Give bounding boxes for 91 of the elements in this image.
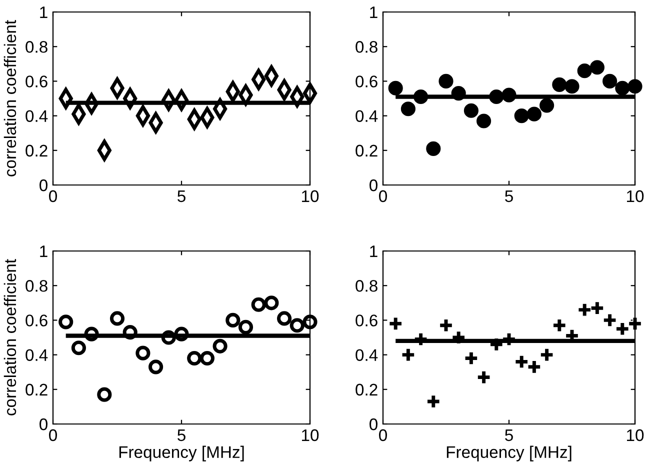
y-tick-label: 0.4 (356, 110, 378, 122)
point (290, 318, 304, 333)
point (514, 108, 529, 124)
point (187, 350, 202, 366)
point (602, 74, 618, 88)
point (540, 348, 554, 362)
point (438, 74, 454, 88)
point (577, 64, 592, 78)
point (400, 102, 416, 116)
point (464, 352, 478, 365)
point (136, 346, 150, 360)
point (515, 355, 528, 368)
y-tick-label: 1 (370, 6, 378, 18)
point (590, 301, 604, 315)
x-tick-label: 0 (49, 190, 57, 202)
y-tick-label: 1 (370, 246, 378, 258)
y-tick-label: 1 (40, 246, 48, 258)
point (628, 317, 642, 330)
y-tick-label: 0 (370, 179, 378, 192)
y-tick-label: 0.8 (26, 280, 48, 292)
x-tick-label: 5 (505, 190, 513, 202)
point (552, 318, 566, 332)
y-tick-label: 0.4 (26, 110, 48, 122)
y-tick-label: 0.4 (356, 349, 378, 362)
point (174, 326, 189, 342)
y-axis-title: correlation coefficient (4, 259, 16, 416)
point (200, 350, 214, 366)
point (226, 312, 240, 328)
y-tick-label: 0.2 (356, 384, 378, 396)
point (552, 77, 567, 92)
point (426, 141, 441, 156)
x-axis-title: Frequency [MHz] (119, 446, 244, 462)
x-tick-label: 10 (302, 429, 319, 442)
point (526, 106, 542, 122)
point (148, 360, 164, 374)
point (426, 394, 440, 408)
point (578, 303, 592, 316)
y-tick-label: 0.6 (356, 76, 378, 88)
y-tick-label: 0.6 (26, 76, 48, 88)
point (477, 370, 490, 384)
x-axis-title: Frequency [MHz] (446, 446, 572, 462)
point (212, 338, 228, 354)
x-tick-label: 10 (302, 190, 319, 202)
y-tick-label: 0.8 (26, 41, 48, 53)
x-tick-label: 0 (379, 429, 387, 442)
point (388, 80, 403, 96)
point (122, 325, 138, 340)
y-tick-label: 0.2 (26, 384, 48, 396)
x-tick-label: 0 (379, 190, 387, 202)
point (603, 314, 616, 327)
point (251, 297, 266, 312)
y-tick-label: 0.2 (356, 144, 378, 157)
y-tick-label: 0.6 (26, 314, 48, 326)
x-tick-label: 10 (627, 190, 644, 202)
point (58, 314, 74, 330)
y-tick-label: 1 (40, 6, 48, 18)
y-tick-label: 0.2 (26, 144, 48, 157)
point (389, 317, 402, 330)
point (628, 79, 642, 94)
point (564, 79, 580, 94)
point (590, 60, 604, 75)
point (161, 330, 176, 345)
point (476, 114, 492, 128)
point (302, 314, 318, 330)
y-tick-label: 0 (40, 179, 48, 192)
point (97, 387, 112, 402)
point (264, 296, 279, 310)
point (464, 103, 478, 118)
point (84, 326, 99, 342)
x-tick-label: 5 (178, 190, 186, 202)
x-tick-label: 0 (49, 429, 57, 442)
x-tick-label: 5 (178, 429, 186, 442)
y-tick-label: 0 (370, 418, 378, 430)
y-tick-label: 0.6 (356, 314, 378, 326)
x-tick-label: 5 (505, 429, 513, 442)
point (616, 322, 629, 336)
point (238, 320, 254, 334)
y-tick-label: 0.4 (26, 349, 48, 362)
point (540, 98, 554, 113)
point (277, 311, 292, 326)
point (402, 348, 415, 362)
y-axis-title: correlation coefficient (4, 20, 16, 176)
y-tick-label: 0.8 (356, 41, 378, 53)
point (528, 360, 541, 374)
point (71, 340, 86, 356)
y-tick-label: 0.8 (356, 280, 378, 292)
point (110, 311, 125, 326)
point (439, 318, 453, 332)
y-tick-label: 0 (40, 418, 48, 430)
point (615, 80, 630, 96)
x-tick-label: 10 (627, 429, 644, 442)
